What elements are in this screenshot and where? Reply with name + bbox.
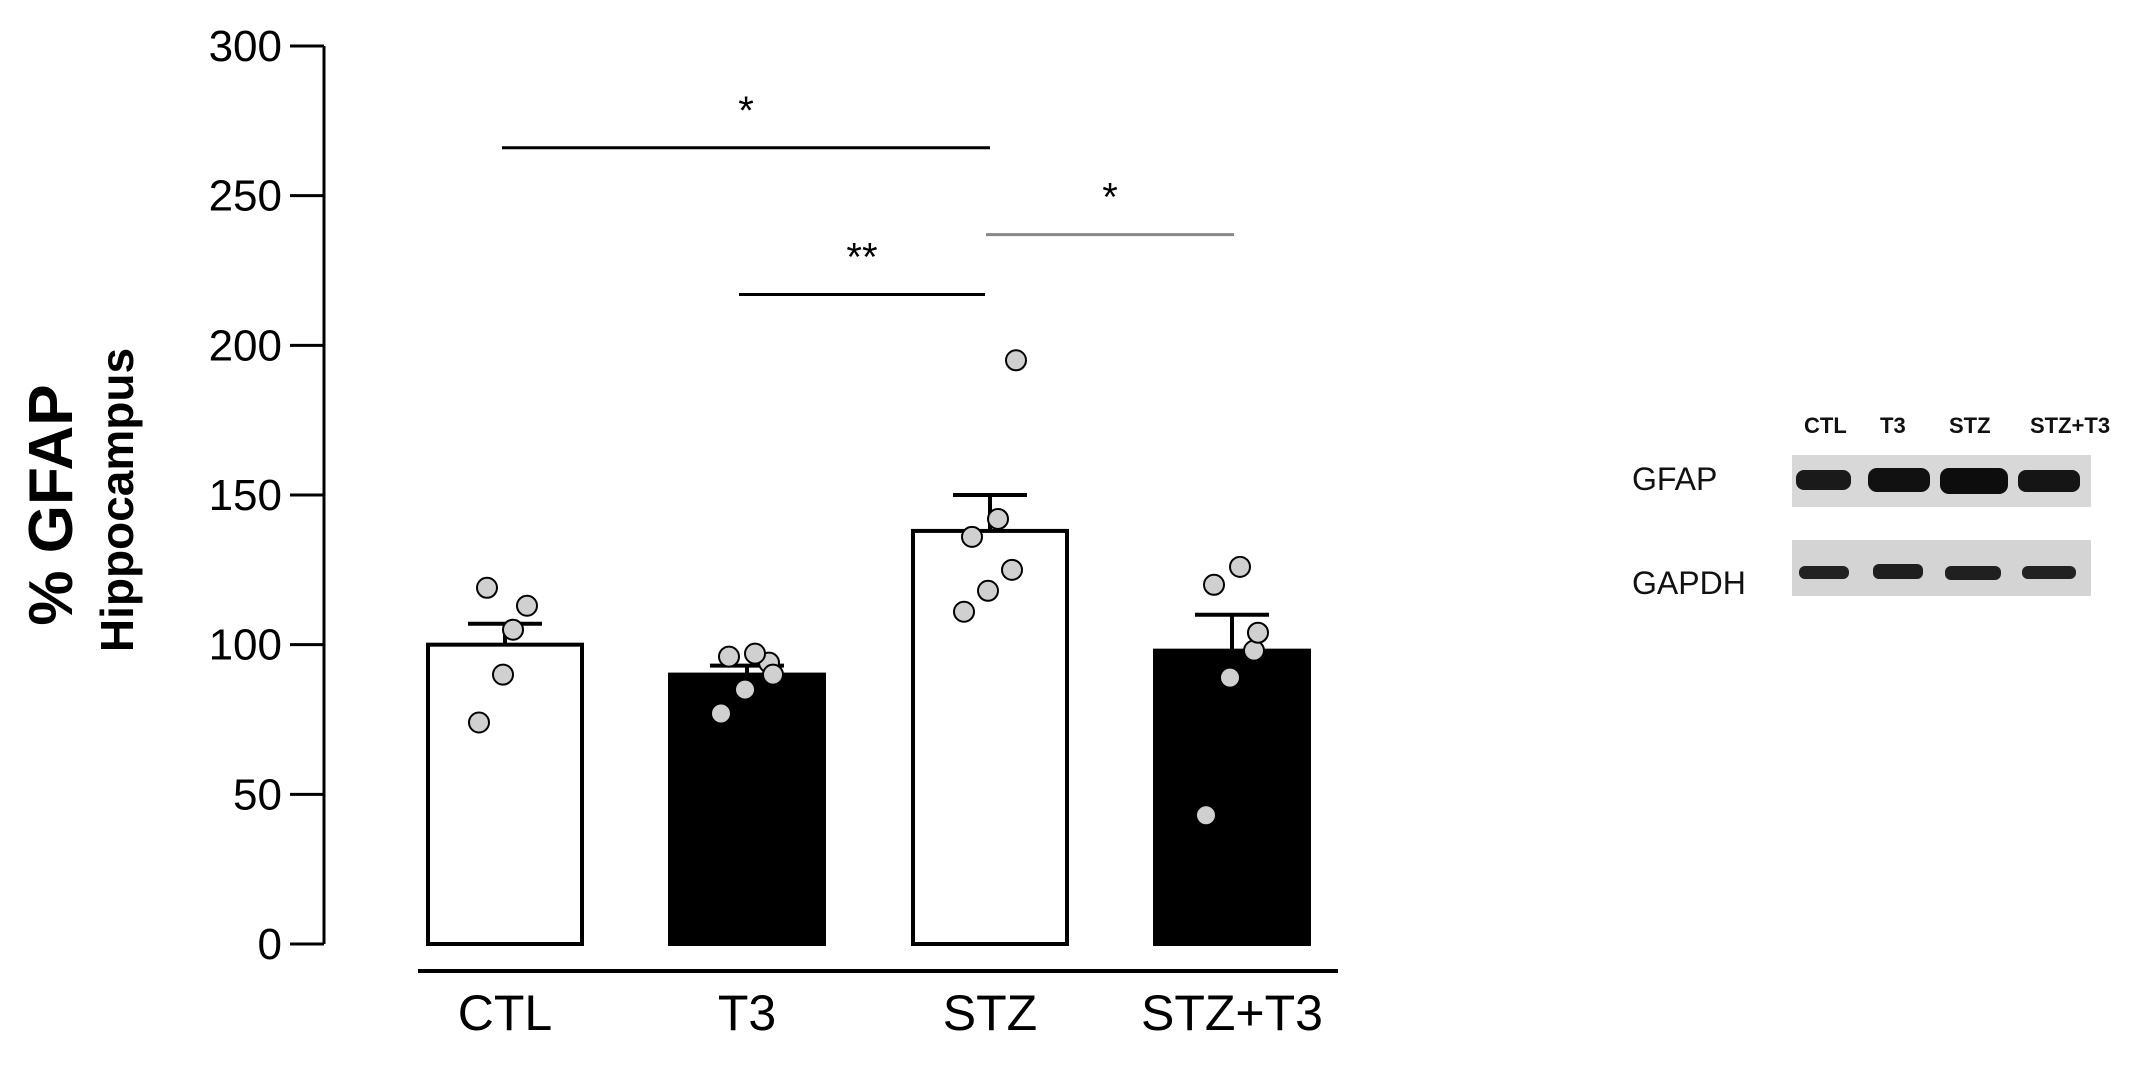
- data-point: [516, 594, 538, 617]
- blot-band: [1873, 564, 1923, 579]
- bar-stzt3: [1153, 648, 1311, 946]
- blot-band: [1799, 566, 1849, 579]
- y-tick-label: 250: [209, 172, 282, 221]
- significance-marker: *: [1102, 176, 1118, 220]
- western-blot: CTL T3 STZ STZ+T3 GFAP GAPDH: [1632, 413, 2110, 601]
- y-tick-label: 50: [233, 770, 282, 819]
- x-tick-label: STZ+T3: [1141, 985, 1323, 1041]
- y-tick-label: 0: [258, 920, 282, 969]
- x-tick-label: STZ: [943, 985, 1037, 1041]
- y-ticks: 0 50 100 150 200 250 300: [209, 22, 324, 969]
- data-point: [710, 702, 732, 725]
- data-point: [1243, 639, 1265, 662]
- data-point: [1229, 555, 1251, 578]
- y-tick-label: 100: [209, 621, 282, 670]
- blot-lane-label: STZ: [1949, 413, 1991, 438]
- blot-band: [1945, 566, 2001, 580]
- blot-band: [2018, 470, 2080, 492]
- data-point: [734, 678, 756, 701]
- significance-marker: *: [738, 89, 754, 133]
- category-labels: CTL T3 STZ STZ+T3: [458, 985, 1323, 1041]
- blot-lane-label: STZ+T3: [2030, 413, 2110, 438]
- data-point: [977, 579, 999, 602]
- data-point: [492, 663, 514, 686]
- blot-band: [1868, 468, 1930, 492]
- bar-ctl: [426, 642, 584, 947]
- data-point: [953, 600, 975, 623]
- y-axis-title: % GFAP: [17, 384, 86, 625]
- bar-t3: [668, 672, 826, 946]
- x-tick-label: T3: [718, 985, 776, 1041]
- blot-band: [2022, 566, 2076, 579]
- data-point: [1005, 349, 1027, 372]
- blot-lane-label: T3: [1880, 413, 1906, 438]
- data-point: [1203, 573, 1225, 596]
- data-point: [476, 576, 498, 599]
- x-tick-label: CTL: [458, 985, 552, 1041]
- data-point: [1001, 558, 1023, 581]
- data-point: [762, 663, 784, 686]
- bars: [426, 528, 1311, 947]
- y-tick-label: 200: [209, 321, 282, 370]
- data-point: [468, 711, 490, 734]
- y-axis-subtitle: Hippocampus: [91, 348, 143, 652]
- blot-row-label: GFAP: [1632, 461, 1717, 497]
- y-tick-label: 150: [209, 471, 282, 520]
- blot-band: [1796, 470, 1851, 490]
- data-point: [502, 618, 524, 641]
- blot-row-label: GAPDH: [1632, 565, 1746, 601]
- y-tick-label: 300: [209, 22, 282, 71]
- error-bars: [468, 493, 1269, 675]
- data-point: [961, 525, 983, 548]
- significance-brackets: ****: [502, 89, 1234, 296]
- data-point: [744, 642, 766, 665]
- data-points: [468, 349, 1269, 827]
- blot-band: [1940, 468, 2008, 494]
- data-point: [1219, 666, 1241, 689]
- blot-lane-label: CTL: [1804, 413, 1847, 438]
- significance-marker: **: [846, 235, 877, 279]
- data-point: [1247, 621, 1269, 644]
- data-point: [1195, 804, 1217, 827]
- data-point: [718, 645, 740, 668]
- data-point: [987, 507, 1009, 530]
